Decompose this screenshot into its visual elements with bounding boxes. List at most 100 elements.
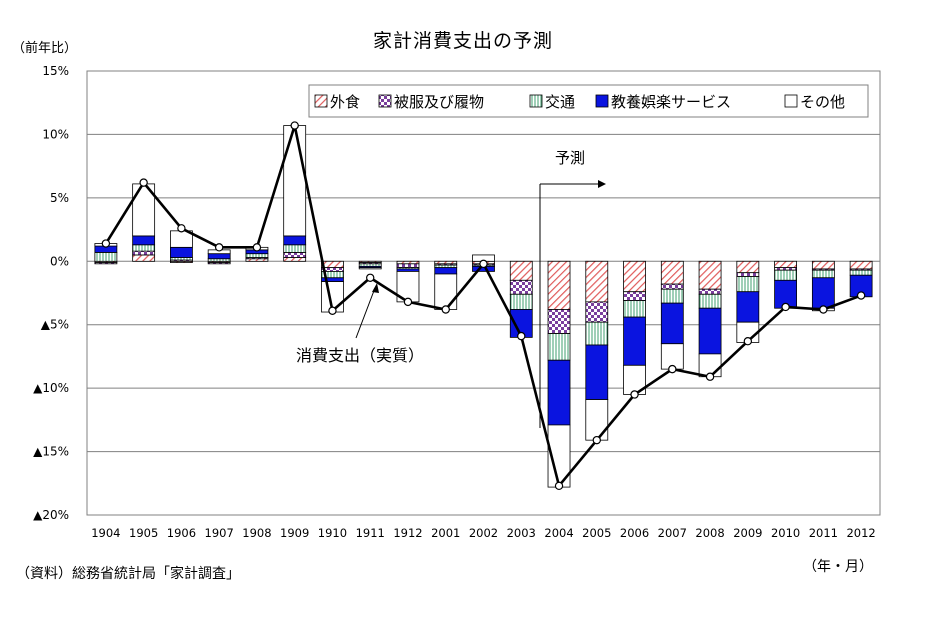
bar-segment-clothing	[547, 309, 571, 334]
line-point	[517, 331, 526, 341]
legend: 外食 被服及び履物 交通 教養娯楽サービス その他	[308, 84, 869, 118]
line-point	[366, 273, 375, 282]
bar-segment-clothing	[698, 288, 722, 295]
line-point	[441, 305, 450, 314]
y-axis-unit-label: （前年比）	[12, 41, 78, 56]
bar-segment-other	[358, 267, 382, 270]
bar-segment-clothing	[623, 291, 646, 302]
bar-segment-transport	[585, 321, 609, 346]
y-tick-label: ▲15%	[33, 445, 69, 459]
bar-segment-clothing	[94, 262, 118, 265]
x-axis-unit-label: （年・月）	[803, 559, 873, 575]
line-point	[177, 224, 186, 233]
x-tick-label: 1912	[393, 526, 422, 540]
bar-segment-other	[283, 125, 307, 237]
line-label-annotation: 消費支出（実質）	[296, 283, 424, 365]
bar-segment-culture	[434, 267, 458, 275]
line-point	[668, 364, 677, 374]
x-tick-label: 1909	[280, 526, 309, 540]
legend-swatch-other	[784, 94, 798, 108]
chart-title: 家計消費支出の予測	[372, 30, 553, 52]
bar-segment-eating-out	[698, 260, 722, 290]
bar-segment-transport	[132, 244, 156, 252]
x-tick-label: 2011	[809, 526, 838, 540]
line-point	[819, 305, 828, 314]
line-label: 消費支出（実質）	[296, 346, 424, 365]
bar-segment-culture	[811, 277, 835, 309]
consumption-line	[101, 121, 866, 491]
bar-segment-culture	[170, 246, 193, 258]
legend-swatch-transport	[529, 94, 543, 108]
bar-segment-culture	[698, 307, 722, 355]
bar-segment-clothing	[660, 283, 684, 290]
x-tick-label: 2007	[658, 526, 687, 540]
y-tick-label: 10%	[42, 127, 69, 141]
x-tick-label: 1910	[318, 526, 347, 540]
x-tick-label: 1908	[242, 526, 271, 540]
x-tick-label: 2004	[544, 526, 573, 540]
bar-segment-culture	[660, 302, 684, 345]
x-tick-label: 2008	[695, 526, 724, 540]
bar-segment-other	[585, 399, 609, 441]
bar-segment-transport	[736, 276, 760, 293]
x-tick-label: 2006	[620, 526, 649, 540]
line-point	[252, 243, 262, 252]
bar-segment-eating-out	[736, 260, 760, 274]
bar-segment-eating-out	[283, 257, 307, 262]
bar-segment-eating-out	[132, 254, 156, 262]
y-tick-label: ▲20%	[33, 508, 69, 522]
plot-area	[86, 70, 881, 516]
line-point	[139, 178, 148, 187]
line-point	[592, 435, 601, 445]
bar-segment-transport	[774, 269, 797, 281]
x-tick-label: 2005	[582, 526, 611, 540]
bar-segment-clothing	[585, 301, 609, 323]
bar-segment-clothing	[132, 250, 156, 256]
line-point	[705, 372, 715, 381]
bar-segment-clothing	[396, 263, 420, 269]
line-label-pointer-head	[372, 283, 379, 293]
bar-segment-clothing	[207, 262, 231, 265]
x-tick-label: 2003	[507, 526, 536, 540]
bar-segment-culture	[736, 291, 760, 323]
legend-label-clothing: 被服及び履物	[394, 93, 484, 111]
y-tick-label: 0%	[50, 254, 69, 268]
bar-segment-culture	[132, 235, 156, 246]
legend-swatch-eating-out	[314, 94, 328, 108]
y-tick-label: 5%	[50, 191, 69, 205]
bar-segment-clothing	[509, 279, 533, 295]
x-tick-label: 2009	[733, 526, 762, 540]
legend-label-transport: 交通	[545, 93, 575, 111]
bar-segment-eating-out	[849, 260, 873, 270]
source-note: （資料）総務省統計局「家計調査」	[16, 566, 240, 582]
line-label-pointer	[355, 287, 376, 339]
forecast-label: 予測	[555, 149, 585, 167]
x-tick-label: 2010	[771, 526, 800, 540]
forecast-arrow-head	[598, 180, 606, 188]
bar-segment-culture	[623, 316, 646, 366]
bar-segment-eating-out	[811, 260, 835, 270]
line-point	[856, 291, 866, 300]
bar-segment-eating-out	[585, 260, 609, 303]
y-axis: 15% 10% 5% 0% ▲5% ▲10% ▲15% ▲20%	[33, 64, 69, 522]
forecast-annotation: 予測	[539, 149, 606, 428]
bar-segment-transport	[660, 288, 684, 304]
x-tick-label: 1907	[205, 526, 234, 540]
bar-segment-transport	[94, 252, 118, 262]
line-point	[290, 121, 299, 130]
y-tick-label: ▲10%	[33, 381, 69, 395]
legend-label-other: その他	[800, 93, 845, 111]
bar-segment-transport	[283, 244, 307, 253]
y-tick-label: ▲5%	[41, 318, 69, 332]
bar-segment-clothing	[283, 252, 307, 258]
bar-segment-transport	[245, 253, 269, 258]
legend-swatch-culture	[595, 94, 609, 108]
bar-segment-culture	[547, 359, 571, 426]
bar-segment-eating-out	[774, 260, 797, 269]
x-tick-label: 1904	[91, 526, 120, 540]
bar-segment-transport	[698, 293, 722, 309]
line-point	[403, 297, 413, 307]
x-tick-label: 2001	[431, 526, 460, 540]
line-point	[743, 337, 753, 346]
